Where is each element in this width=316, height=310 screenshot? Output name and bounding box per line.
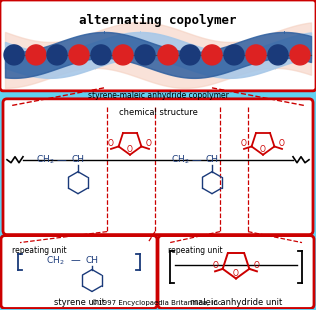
Circle shape xyxy=(135,45,155,65)
Circle shape xyxy=(224,45,244,65)
Text: —: — xyxy=(56,155,66,165)
Text: CH: CH xyxy=(86,256,99,265)
Text: repeating unit: repeating unit xyxy=(168,246,223,255)
Circle shape xyxy=(69,45,89,65)
Text: O: O xyxy=(108,139,114,148)
Text: O: O xyxy=(233,268,239,277)
Circle shape xyxy=(202,45,222,65)
Text: CH: CH xyxy=(71,155,84,164)
Text: O: O xyxy=(279,139,285,148)
Text: —: — xyxy=(70,255,80,266)
Text: maleic anhydride unit: maleic anhydride unit xyxy=(190,299,282,308)
Circle shape xyxy=(158,45,178,65)
Text: styrene-maleic anhydride copolymer: styrene-maleic anhydride copolymer xyxy=(88,91,228,100)
FancyBboxPatch shape xyxy=(158,236,314,308)
Circle shape xyxy=(4,45,24,65)
FancyBboxPatch shape xyxy=(0,0,316,91)
Circle shape xyxy=(113,45,133,65)
FancyBboxPatch shape xyxy=(1,236,157,308)
Circle shape xyxy=(47,45,67,65)
FancyBboxPatch shape xyxy=(3,99,313,235)
Circle shape xyxy=(91,45,111,65)
Circle shape xyxy=(290,45,310,65)
Circle shape xyxy=(26,45,46,65)
Text: CH$_2$: CH$_2$ xyxy=(171,153,189,166)
Text: CH: CH xyxy=(205,155,218,164)
Text: O: O xyxy=(260,145,266,154)
Text: O: O xyxy=(254,261,260,270)
Text: ©1997 Encyclopaedia Britannica, Inc.: ©1997 Encyclopaedia Britannica, Inc. xyxy=(92,300,224,307)
Text: O: O xyxy=(146,139,152,148)
Text: alternating copolymer: alternating copolymer xyxy=(79,14,237,27)
Text: CH$_2$: CH$_2$ xyxy=(36,153,54,166)
Text: O: O xyxy=(241,139,247,148)
Text: chemical structure: chemical structure xyxy=(118,108,198,117)
Text: O: O xyxy=(212,261,218,270)
Circle shape xyxy=(268,45,288,65)
Text: repeating unit: repeating unit xyxy=(12,246,67,255)
Text: styrene unit: styrene unit xyxy=(54,299,104,308)
Text: —: — xyxy=(191,155,201,165)
Text: O: O xyxy=(127,145,133,154)
Circle shape xyxy=(180,45,200,65)
Circle shape xyxy=(246,45,266,65)
Text: CH$_2$: CH$_2$ xyxy=(46,254,64,267)
